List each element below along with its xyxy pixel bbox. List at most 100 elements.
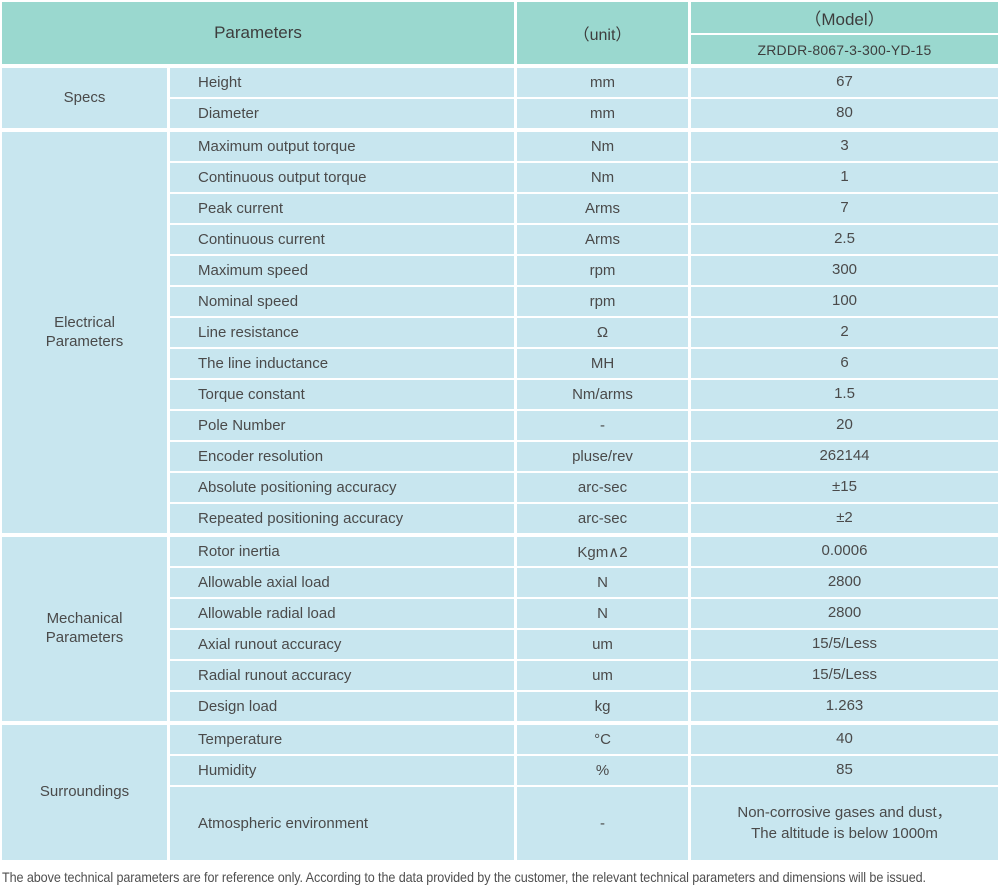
param-value: 2.5 (691, 225, 998, 254)
param-name: Pole Number (170, 411, 514, 440)
table-row: Pole Number -20 (170, 411, 998, 440)
param-name: Torque constant (170, 380, 514, 409)
param-value: 2800 (691, 599, 998, 628)
param-name: Encoder resolution (170, 442, 514, 471)
param-unit: arc-sec (517, 504, 688, 533)
param-name: Continuous output torque (170, 163, 514, 192)
param-unit: pluse/rev (517, 442, 688, 471)
table-row: Atmospheric environment - Non-corrosive ga… (170, 787, 998, 860)
param-value: 100 (691, 287, 998, 316)
param-unit: - (517, 411, 688, 440)
section-category-label: Mechanical Parameters (2, 537, 167, 721)
param-unit: Nm (517, 163, 688, 192)
table-row: Encoder resolution pluse/rev 262144 (170, 442, 998, 471)
param-name: Axial runout accuracy (170, 630, 514, 659)
table-section: Surroundings Temperature °C 40 Humidity% 85 At… (2, 725, 998, 860)
param-name: Height (170, 68, 514, 97)
table-row: Peak current Arms 7 (170, 194, 998, 223)
param-unit: Nm (517, 132, 688, 161)
param-value: 15/5/Less (691, 661, 998, 690)
param-value: ±15 (691, 473, 998, 502)
param-value: 1 (691, 163, 998, 192)
param-unit: % (517, 756, 688, 785)
section-category-label: Surroundings (2, 725, 167, 860)
param-value: 1.263 (691, 692, 998, 721)
table-row: Rotor inertia Kgm∧2 0.0006 (170, 537, 998, 566)
param-unit: rpm (517, 287, 688, 316)
param-unit: um (517, 661, 688, 690)
param-value: 6 (691, 349, 998, 378)
param-name: Allowable radial load (170, 599, 514, 628)
param-value: 15/5/Less (691, 630, 998, 659)
param-name: Maximum speed (170, 256, 514, 285)
param-name: Diameter (170, 99, 514, 128)
table-row: Maximum output torque Nm 3 (170, 132, 998, 161)
table-row: Temperature °C 40 (170, 725, 998, 754)
table-row: Diameter mm 80 (170, 99, 998, 128)
param-name: Absolute positioning accuracy (170, 473, 514, 502)
param-unit: mm (517, 99, 688, 128)
footer-note: The above technical parameters are for r… (2, 869, 1000, 886)
param-unit: um (517, 630, 688, 659)
table-row: Continuous current Arms 2.5 (170, 225, 998, 254)
model-code-header: ZRDDR-8067-3-300-YD-15 (691, 35, 998, 64)
parameters-column-header: Parameters (2, 2, 514, 64)
param-name: Temperature (170, 725, 514, 754)
table-row: Allowable radial load N 2800 (170, 599, 998, 628)
table-row: Absolute positioning accuracy arc-sec ±15 (170, 473, 998, 502)
table-row: Height mm 67 (170, 68, 998, 97)
table-section: Electrical Parameters Maximum output torq… (2, 132, 998, 533)
param-unit: Ω (517, 318, 688, 347)
param-unit: Arms (517, 194, 688, 223)
table-section: Specs Height mm 67 Diameter mm 80 (2, 68, 998, 128)
section-category-label: Specs (2, 68, 167, 128)
table-row: Allowable axial load N 2800 (170, 568, 998, 597)
table-section: Mechanical Parameters Rotor inertia Kgm∧2 0… (2, 537, 998, 721)
param-unit: Arms (517, 225, 688, 254)
param-unit: arc-sec (517, 473, 688, 502)
param-name: Allowable axial load (170, 568, 514, 597)
section-rows: Maximum output torque Nm 3 Continuous outpu… (170, 132, 998, 533)
table-body: Specs Height mm 67 Diameter mm 80 Electrical Pa… (2, 68, 998, 860)
param-unit: Nm/arms (517, 380, 688, 409)
param-unit: - (517, 787, 688, 860)
param-unit: N (517, 568, 688, 597)
table-row: Torque constant Nm/arms 1.5 (170, 380, 998, 409)
param-value: 7 (691, 194, 998, 223)
param-name: Atmospheric environment (170, 787, 514, 860)
param-value: 80 (691, 99, 998, 128)
table-row: Line resistance Ω 2 (170, 318, 998, 347)
param-value: ±2 (691, 504, 998, 533)
section-rows: Temperature °C 40 Humidity% 85 Atmospheric en… (170, 725, 998, 860)
param-name: Radial runout accuracy (170, 661, 514, 690)
section-rows: Rotor inertia Kgm∧2 0.0006 Allowable axial … (170, 537, 998, 721)
footer-note-text: The above technical parameters are for r… (2, 869, 926, 885)
param-value: 262144 (691, 442, 998, 471)
table-row: Design load kg 1.263 (170, 692, 998, 721)
param-name: Rotor inertia (170, 537, 514, 566)
param-value: 0.0006 (691, 537, 998, 566)
unit-column-header: （unit） (517, 2, 688, 64)
param-name: Humidity (170, 756, 514, 785)
param-value: 67 (691, 68, 998, 97)
param-value: 3 (691, 132, 998, 161)
param-unit: Kgm∧2 (517, 537, 688, 566)
param-unit: MH (517, 349, 688, 378)
table-row: Repeated positioning accuracy arc-sec ±2 (170, 504, 998, 533)
technical-parameters-table: Parameters （unit） （Model） ZRDDR-8067-3-3… (2, 2, 998, 860)
param-unit: N (517, 599, 688, 628)
param-value: 2 (691, 318, 998, 347)
table-row: Axial runout accuracy um 15/5/Less (170, 630, 998, 659)
param-name: Maximum output torque (170, 132, 514, 161)
table-row: Maximum speed rpm 300 (170, 256, 998, 285)
table-row: Continuous output torque Nm 1 (170, 163, 998, 192)
model-column-header: （Model） (691, 2, 998, 33)
model-column-header-group: （Model） ZRDDR-8067-3-300-YD-15 (691, 2, 998, 64)
table-row: Humidity% 85 (170, 756, 998, 785)
param-name: Design load (170, 692, 514, 721)
param-name: Continuous current (170, 225, 514, 254)
section-rows: Height mm 67 Diameter mm 80 (170, 68, 998, 128)
param-value: 20 (691, 411, 998, 440)
table-row: The line inductance MH 6 (170, 349, 998, 378)
